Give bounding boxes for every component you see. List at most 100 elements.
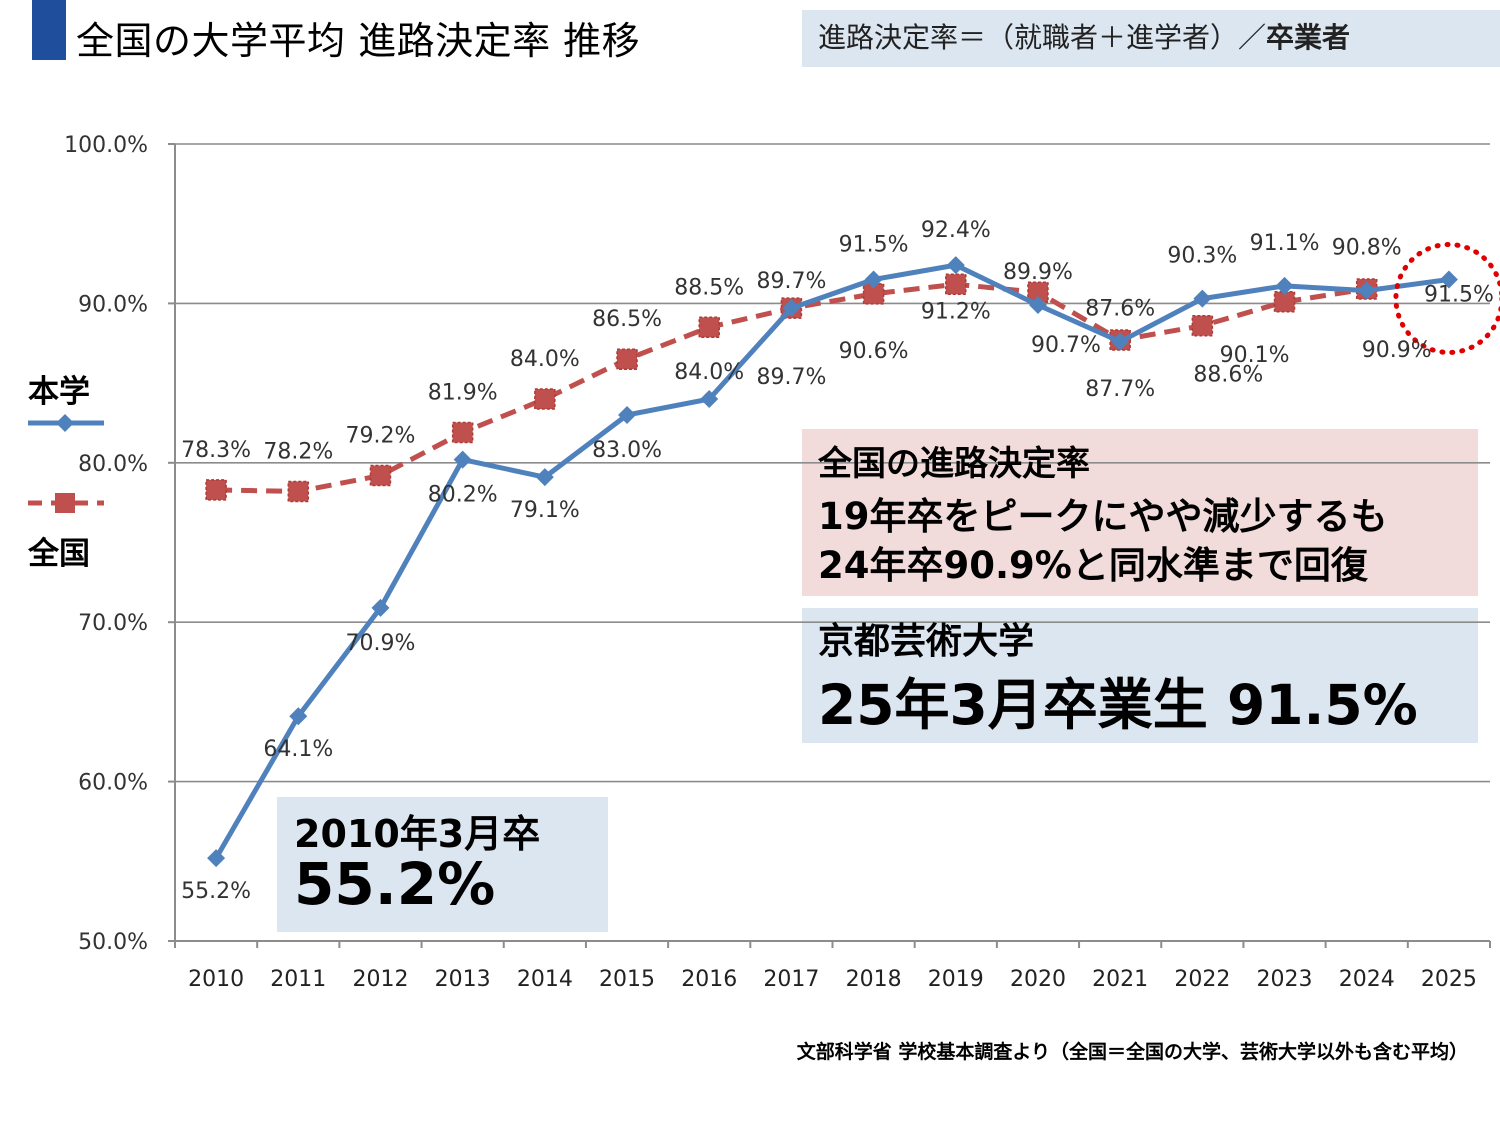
own-data-label: 90.8% xyxy=(1332,236,1402,261)
legend-own-label: 本学 xyxy=(28,374,90,410)
national-data-label: 88.6% xyxy=(1193,363,1263,388)
national-point xyxy=(205,479,227,501)
x-tick-label: 2014 xyxy=(517,967,573,992)
y-tick-label: 80.0% xyxy=(78,452,148,477)
page-title: 全国の大学平均 進路決定率 推移 xyxy=(76,19,641,63)
first-year-callout-line2: 55.2% xyxy=(294,850,496,918)
x-tick-label: 2024 xyxy=(1339,967,1395,992)
national-point xyxy=(945,273,967,296)
school-callout-box xyxy=(802,608,1478,743)
national-point xyxy=(1191,314,1214,337)
own-point xyxy=(289,707,308,726)
national-callout-line3: 24年卒90.9%と同水準まで回復 xyxy=(818,544,1368,587)
formula-text: 進路決定率＝（就職者＋進学者）／卒業者 xyxy=(818,16,1350,56)
national-point xyxy=(369,464,392,487)
national-data-label: 79.2% xyxy=(346,424,416,449)
own-point xyxy=(207,849,226,868)
x-tick-label: 2012 xyxy=(352,967,408,992)
national-data-label: 78.2% xyxy=(263,439,333,464)
first-year-callout-box xyxy=(277,797,608,932)
own-point xyxy=(700,390,719,409)
national-data-label: 78.3% xyxy=(181,438,251,463)
x-tick-label: 2022 xyxy=(1174,967,1230,992)
x-tick-label: 2025 xyxy=(1421,967,1477,992)
y-tick-label: 100.0% xyxy=(64,133,148,158)
own-data-label: 79.1% xyxy=(510,498,580,523)
own-data-label: 83.0% xyxy=(592,438,662,463)
national-callout-line1: 全国の進路決定率 xyxy=(818,444,1090,484)
y-tick-label: 60.0% xyxy=(78,771,148,796)
national-legend-marker xyxy=(55,493,75,513)
own-data-label: 91.1% xyxy=(1250,231,1320,256)
own-point xyxy=(618,405,637,424)
national-data-label: 84.0% xyxy=(510,347,580,372)
national-data-label: 88.5% xyxy=(674,275,744,300)
national-data-label: 89.7% xyxy=(756,365,826,390)
highlight-circle xyxy=(1393,242,1500,355)
own-point xyxy=(1275,276,1294,295)
school-callout-line2: 25年3月卒業生 91.5% xyxy=(818,673,1418,737)
own-data-label: 84.0% xyxy=(674,360,744,385)
national-data-label: 81.9% xyxy=(428,381,498,406)
national-point xyxy=(451,421,474,444)
formula-bold: 卒業者 xyxy=(1266,21,1351,54)
own-point xyxy=(1439,270,1458,289)
y-tick-label: 90.0% xyxy=(78,292,148,317)
national-point xyxy=(698,316,720,339)
national-data-label: 90.1% xyxy=(1220,343,1290,368)
national-callout-line2: 19年卒をピークにやや減少するも xyxy=(818,495,1388,538)
own-data-label: 87.6% xyxy=(1085,297,1155,322)
national-data-label: 86.5% xyxy=(592,307,662,332)
x-tick-label: 2020 xyxy=(1010,967,1066,992)
own-data-label: 90.3% xyxy=(1167,244,1237,269)
own-point xyxy=(1111,332,1130,351)
x-tick-label: 2023 xyxy=(1257,967,1313,992)
x-tick-label: 2017 xyxy=(763,967,819,992)
x-tick-label: 2013 xyxy=(435,967,491,992)
title-accent-bar xyxy=(32,0,66,60)
own-point xyxy=(1357,281,1376,300)
y-tick-label: 50.0% xyxy=(78,930,148,955)
x-tick-label: 2010 xyxy=(188,967,244,992)
legend-national-label: 全国 xyxy=(28,536,90,572)
own-point xyxy=(371,598,390,617)
source-note: 文部科学省 学校基本調査より（全国＝全国の大学、芸術大学以外も含む平均） xyxy=(796,1041,1468,1063)
own-data-label: 80.2% xyxy=(428,483,498,508)
national-data-label: 90.7% xyxy=(1031,333,1101,358)
own-point xyxy=(864,270,883,289)
formula-box xyxy=(802,10,1500,67)
national-point xyxy=(287,480,310,503)
school-callout-line1: 京都芸術大学 xyxy=(818,621,1035,662)
national-data-label: 87.7% xyxy=(1085,377,1155,402)
chart-axes: 50.0% 60.0% 70.0% 80.0% 90.0% 100.0% 2010 2011 2… xyxy=(64,133,1491,992)
chart-series xyxy=(205,242,1500,868)
own-data-label: 64.1% xyxy=(263,737,333,762)
own-data-label: 91.5% xyxy=(839,232,909,257)
own-data-label: 55.2% xyxy=(181,879,251,904)
x-tick-label: 2015 xyxy=(599,967,655,992)
national-data-label: 90.9% xyxy=(1362,338,1432,363)
chart-data-labels: 55.2% 64.1% 70.9% 80.2% 79.1% 83.0% 84.0% 89.7%… xyxy=(181,218,1494,904)
own-point xyxy=(782,299,801,318)
own-series-line xyxy=(213,262,1450,860)
x-tick-label: 2018 xyxy=(846,967,902,992)
legend-icons xyxy=(28,414,104,513)
x-tick-label: 2021 xyxy=(1092,967,1148,992)
own-data-label: 92.4% xyxy=(921,218,991,243)
own-point xyxy=(1028,295,1047,314)
x-tick-label: 2019 xyxy=(928,967,984,992)
own-point xyxy=(946,256,965,275)
x-tick-label: 2011 xyxy=(270,967,326,992)
own-data-label: 70.9% xyxy=(346,631,416,656)
own-point xyxy=(535,468,554,487)
national-point xyxy=(534,388,556,410)
formula-prefix: 進路決定率＝（就職者＋進学者）／ xyxy=(818,21,1267,54)
own-data-label: 89.7% xyxy=(756,269,826,294)
national-data-label: 90.6% xyxy=(839,339,909,364)
x-tick-label: 2016 xyxy=(681,967,737,992)
own-legend-marker xyxy=(56,414,74,432)
own-data-label: 89.9% xyxy=(1003,260,1073,285)
national-data-label: 91.2% xyxy=(921,299,991,324)
own-point xyxy=(1193,289,1212,308)
